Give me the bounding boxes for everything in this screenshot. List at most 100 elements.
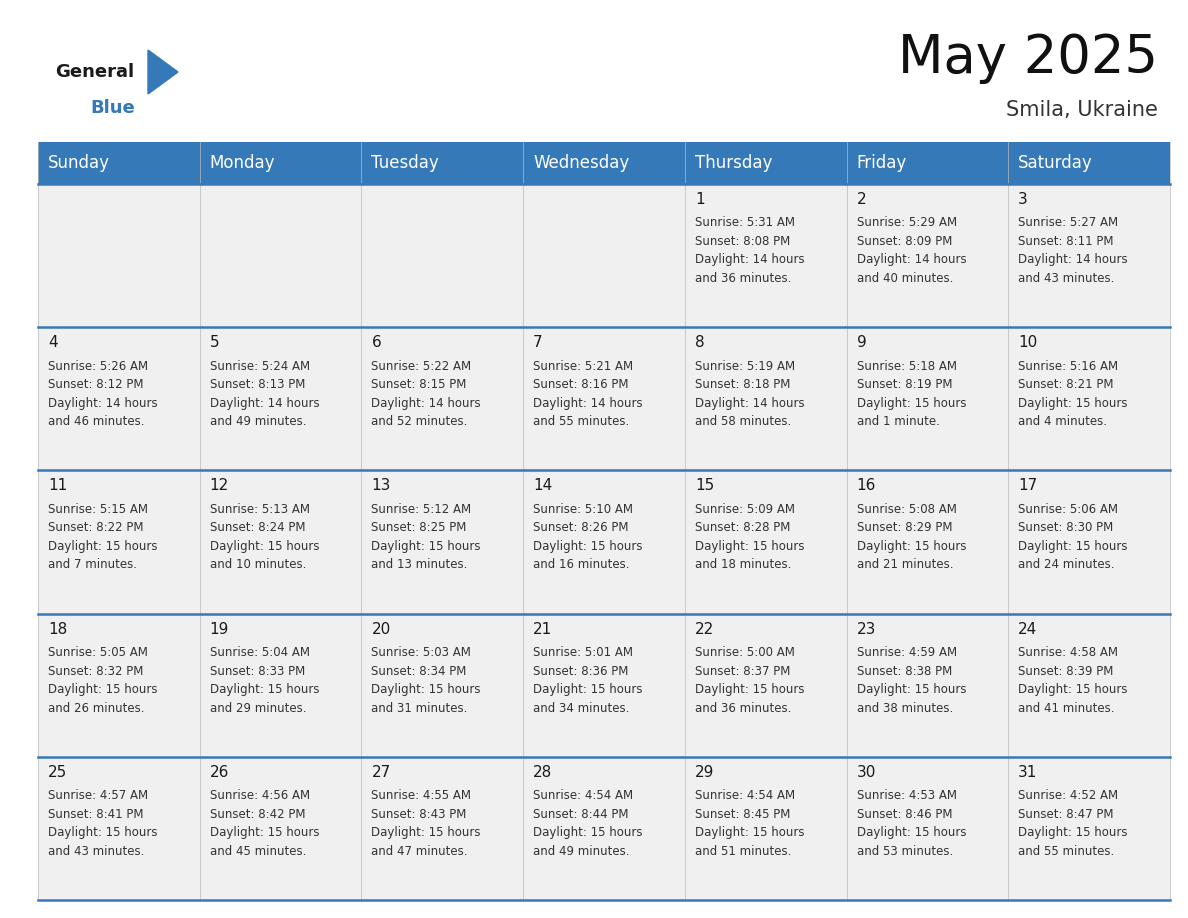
Bar [684, 470, 847, 613]
Bar [200, 327, 361, 470]
Text: 3: 3 [1018, 192, 1028, 207]
Text: Daylight: 15 hours: Daylight: 15 hours [1018, 826, 1127, 839]
Text: Daylight: 15 hours: Daylight: 15 hours [695, 540, 804, 553]
Text: Sunrise: 5:22 AM: Sunrise: 5:22 AM [372, 360, 472, 373]
Text: Sunrise: 4:55 AM: Sunrise: 4:55 AM [372, 789, 472, 802]
Text: Sunrise: 4:56 AM: Sunrise: 4:56 AM [210, 789, 310, 802]
Text: and 51 minutes.: and 51 minutes. [695, 845, 791, 857]
Text: Sunset: 8:43 PM: Sunset: 8:43 PM [372, 808, 467, 821]
Text: Monday: Monday [210, 154, 276, 172]
Text: 20: 20 [372, 621, 391, 636]
Text: Sunset: 8:16 PM: Sunset: 8:16 PM [533, 378, 628, 391]
Text: Daylight: 15 hours: Daylight: 15 hours [857, 397, 966, 409]
Text: Sunset: 8:44 PM: Sunset: 8:44 PM [533, 808, 628, 821]
Text: Sunrise: 5:04 AM: Sunrise: 5:04 AM [210, 646, 310, 659]
Bar [38, 470, 200, 613]
Text: Daylight: 14 hours: Daylight: 14 hours [533, 397, 643, 409]
Text: 25: 25 [48, 765, 68, 779]
Text: Daylight: 15 hours: Daylight: 15 hours [210, 540, 320, 553]
Text: Daylight: 15 hours: Daylight: 15 hours [372, 683, 481, 696]
Text: Daylight: 15 hours: Daylight: 15 hours [48, 540, 158, 553]
Bar [200, 756, 361, 900]
Text: Sunset: 8:22 PM: Sunset: 8:22 PM [48, 521, 144, 534]
Text: Sunset: 8:33 PM: Sunset: 8:33 PM [210, 665, 305, 677]
Text: 14: 14 [533, 478, 552, 493]
Bar [847, 142, 1009, 184]
Bar [200, 184, 361, 327]
Text: Tuesday: Tuesday [372, 154, 440, 172]
Text: Daylight: 15 hours: Daylight: 15 hours [857, 540, 966, 553]
Bar [684, 184, 847, 327]
Text: and 45 minutes.: and 45 minutes. [210, 845, 307, 857]
Text: Sunrise: 5:12 AM: Sunrise: 5:12 AM [372, 503, 472, 516]
Bar [1009, 184, 1170, 327]
Text: Daylight: 14 hours: Daylight: 14 hours [1018, 253, 1127, 266]
Text: Sunset: 8:24 PM: Sunset: 8:24 PM [210, 521, 305, 534]
Text: Sunrise: 4:54 AM: Sunrise: 4:54 AM [533, 789, 633, 802]
Text: and 16 minutes.: and 16 minutes. [533, 558, 630, 571]
Text: 17: 17 [1018, 478, 1037, 493]
Text: Sunrise: 4:52 AM: Sunrise: 4:52 AM [1018, 789, 1118, 802]
Text: Smila, Ukraine: Smila, Ukraine [1006, 100, 1158, 120]
Bar [523, 142, 684, 184]
Text: and 13 minutes.: and 13 minutes. [372, 558, 468, 571]
Text: Daylight: 14 hours: Daylight: 14 hours [210, 397, 320, 409]
Text: 8: 8 [695, 335, 704, 350]
Text: 5: 5 [210, 335, 220, 350]
Text: 21: 21 [533, 621, 552, 636]
Text: Sunrise: 5:08 AM: Sunrise: 5:08 AM [857, 503, 956, 516]
Text: Sunrise: 5:16 AM: Sunrise: 5:16 AM [1018, 360, 1118, 373]
Text: Sunset: 8:18 PM: Sunset: 8:18 PM [695, 378, 790, 391]
Text: 9: 9 [857, 335, 866, 350]
Text: Sunset: 8:25 PM: Sunset: 8:25 PM [372, 521, 467, 534]
Text: 13: 13 [372, 478, 391, 493]
Text: and 46 minutes.: and 46 minutes. [48, 415, 145, 428]
Text: Daylight: 15 hours: Daylight: 15 hours [1018, 683, 1127, 696]
Text: Sunset: 8:37 PM: Sunset: 8:37 PM [695, 665, 790, 677]
Text: Thursday: Thursday [695, 154, 772, 172]
Text: 2: 2 [857, 192, 866, 207]
Bar [38, 756, 200, 900]
Text: and 26 minutes.: and 26 minutes. [48, 701, 145, 714]
Text: 11: 11 [48, 478, 68, 493]
Text: Sunrise: 5:06 AM: Sunrise: 5:06 AM [1018, 503, 1118, 516]
Text: Sunset: 8:08 PM: Sunset: 8:08 PM [695, 235, 790, 248]
Text: General: General [55, 63, 134, 81]
Text: Sunrise: 5:27 AM: Sunrise: 5:27 AM [1018, 217, 1118, 230]
Text: and 58 minutes.: and 58 minutes. [695, 415, 791, 428]
Text: and 4 minutes.: and 4 minutes. [1018, 415, 1107, 428]
Text: Daylight: 15 hours: Daylight: 15 hours [695, 683, 804, 696]
Text: Daylight: 15 hours: Daylight: 15 hours [533, 826, 643, 839]
Bar [38, 184, 200, 327]
Text: Sunset: 8:15 PM: Sunset: 8:15 PM [372, 378, 467, 391]
Text: Sunset: 8:47 PM: Sunset: 8:47 PM [1018, 808, 1114, 821]
Text: Sunset: 8:12 PM: Sunset: 8:12 PM [48, 378, 144, 391]
Text: 24: 24 [1018, 621, 1037, 636]
Text: 15: 15 [695, 478, 714, 493]
Text: and 38 minutes.: and 38 minutes. [857, 701, 953, 714]
Bar [523, 613, 684, 756]
Text: Daylight: 15 hours: Daylight: 15 hours [533, 683, 643, 696]
Text: 22: 22 [695, 621, 714, 636]
Text: Daylight: 14 hours: Daylight: 14 hours [695, 253, 804, 266]
Text: Daylight: 14 hours: Daylight: 14 hours [372, 397, 481, 409]
Text: and 47 minutes.: and 47 minutes. [372, 845, 468, 857]
Bar [38, 142, 200, 184]
Text: Sunset: 8:26 PM: Sunset: 8:26 PM [533, 521, 628, 534]
Text: Sunset: 8:42 PM: Sunset: 8:42 PM [210, 808, 305, 821]
Bar [847, 327, 1009, 470]
Text: and 55 minutes.: and 55 minutes. [1018, 845, 1114, 857]
Text: Sunrise: 4:54 AM: Sunrise: 4:54 AM [695, 789, 795, 802]
Bar [684, 756, 847, 900]
Text: Daylight: 15 hours: Daylight: 15 hours [210, 826, 320, 839]
Text: Sunrise: 4:57 AM: Sunrise: 4:57 AM [48, 789, 148, 802]
Text: Sunrise: 5:18 AM: Sunrise: 5:18 AM [857, 360, 956, 373]
Text: 7: 7 [533, 335, 543, 350]
Text: Sunrise: 5:01 AM: Sunrise: 5:01 AM [533, 646, 633, 659]
Text: Sunrise: 5:09 AM: Sunrise: 5:09 AM [695, 503, 795, 516]
Bar [684, 613, 847, 756]
Bar [1009, 142, 1170, 184]
Text: Sunset: 8:09 PM: Sunset: 8:09 PM [857, 235, 952, 248]
Text: and 52 minutes.: and 52 minutes. [372, 415, 468, 428]
Text: and 31 minutes.: and 31 minutes. [372, 701, 468, 714]
